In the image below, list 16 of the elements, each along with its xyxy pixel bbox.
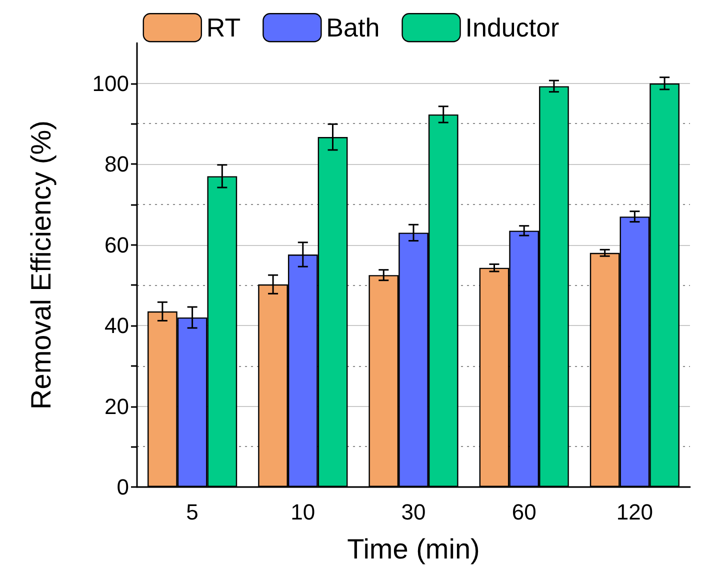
legend-label: Inductor	[465, 12, 560, 43]
x-tick-label: 60	[512, 500, 536, 524]
y-tick-label: 80	[104, 152, 129, 177]
y-tick-label: 0	[116, 474, 129, 500]
legend-label: RT	[206, 12, 241, 43]
x-tick-label: 30	[401, 500, 426, 524]
x-axis-title: Time (min)	[347, 534, 480, 564]
x-tick-label: 10	[290, 500, 316, 524]
y-axis-title: Removal Efficiency (%)	[26, 120, 56, 410]
y-tick-label: 40	[104, 313, 129, 338]
x-tick-label: 5	[186, 500, 198, 524]
legend-label: Bath	[326, 12, 380, 43]
y-tick-label: 100	[92, 70, 129, 96]
x-tick-label: 120	[616, 500, 654, 524]
y-tick-label: 20	[104, 394, 129, 419]
y-tick-label: 60	[104, 232, 129, 258]
